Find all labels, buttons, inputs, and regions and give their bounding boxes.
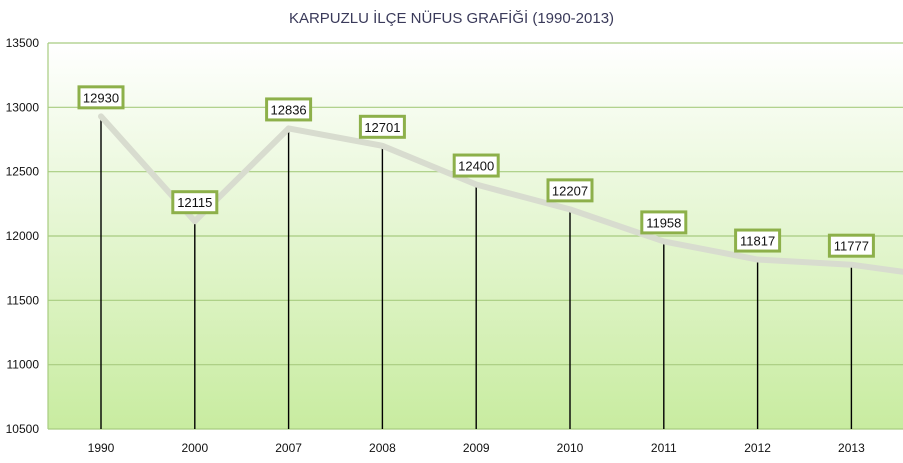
series-line — [98, 113, 903, 275]
series-line-layer — [98, 113, 903, 275]
x-tick-label: 2011 — [651, 441, 677, 455]
chart-title: KARPUZLU İLÇE NÜFUS GRAFİĞİ (1990-2013) — [288, 10, 615, 27]
x-tick-label: 2009 — [463, 441, 490, 455]
data-label-box: 12836 — [265, 97, 313, 122]
y-tick-label: 13000 — [6, 100, 40, 114]
y-axis-ticks: 10500 11000 11500 12000 12500 13000 13500 — [6, 36, 40, 436]
data-label-box: 12701 — [358, 114, 406, 139]
x-tick-label: 2013 — [838, 441, 865, 455]
x-tick-label: 1990 — [88, 441, 115, 455]
data-label-frame — [265, 97, 313, 122]
y-tick-label: 11000 — [7, 358, 40, 372]
data-label: 12836 — [271, 102, 307, 117]
data-label: 12115 — [177, 195, 212, 210]
data-label-box: 11777 — [827, 233, 875, 258]
data-label-box: 12115 — [171, 190, 219, 215]
x-tick-label: 2010 — [557, 441, 584, 455]
data-label-frame — [640, 210, 688, 235]
data-label: 12930 — [83, 90, 119, 105]
drop-lines — [100, 116, 853, 429]
x-tick-label: 2000 — [181, 441, 208, 455]
data-label-frame — [734, 228, 782, 253]
data-label-frame — [452, 153, 500, 178]
data-label-box: 12930 — [77, 85, 125, 110]
data-labels: 12930 12115 12836 12701 12400 12207 11958 11817… — [77, 85, 875, 258]
data-label-frame — [358, 114, 406, 139]
data-label-box: 12400 — [452, 153, 500, 178]
y-tick-label: 12500 — [6, 165, 40, 179]
y-tick-label: 13500 — [6, 36, 40, 50]
data-label: 12207 — [552, 183, 588, 198]
data-label: 11958 — [646, 215, 681, 230]
x-tick-label: 2008 — [369, 441, 396, 455]
data-label-frame — [171, 190, 219, 215]
data-label-box: 11958 — [640, 210, 688, 235]
x-axis-ticks: 1990 2000 2007 2008 2009 2010 2011 2012 2013 — [88, 441, 865, 455]
data-label: 11777 — [834, 239, 869, 254]
data-label: 11817 — [740, 234, 775, 249]
data-label-frame — [77, 85, 125, 110]
data-label-frame — [546, 178, 594, 203]
x-tick-label: 2012 — [744, 441, 771, 455]
data-label: 12701 — [364, 120, 400, 135]
data-label-box: 11817 — [734, 228, 782, 253]
data-label-box: 12207 — [546, 178, 594, 203]
y-tick-label: 10500 — [6, 422, 40, 436]
y-tick-label: 12000 — [6, 229, 40, 243]
x-tick-label: 2007 — [275, 441, 302, 455]
data-label: 12400 — [458, 159, 494, 174]
y-tick-label: 11500 — [7, 293, 40, 307]
data-label-frame — [827, 233, 875, 258]
